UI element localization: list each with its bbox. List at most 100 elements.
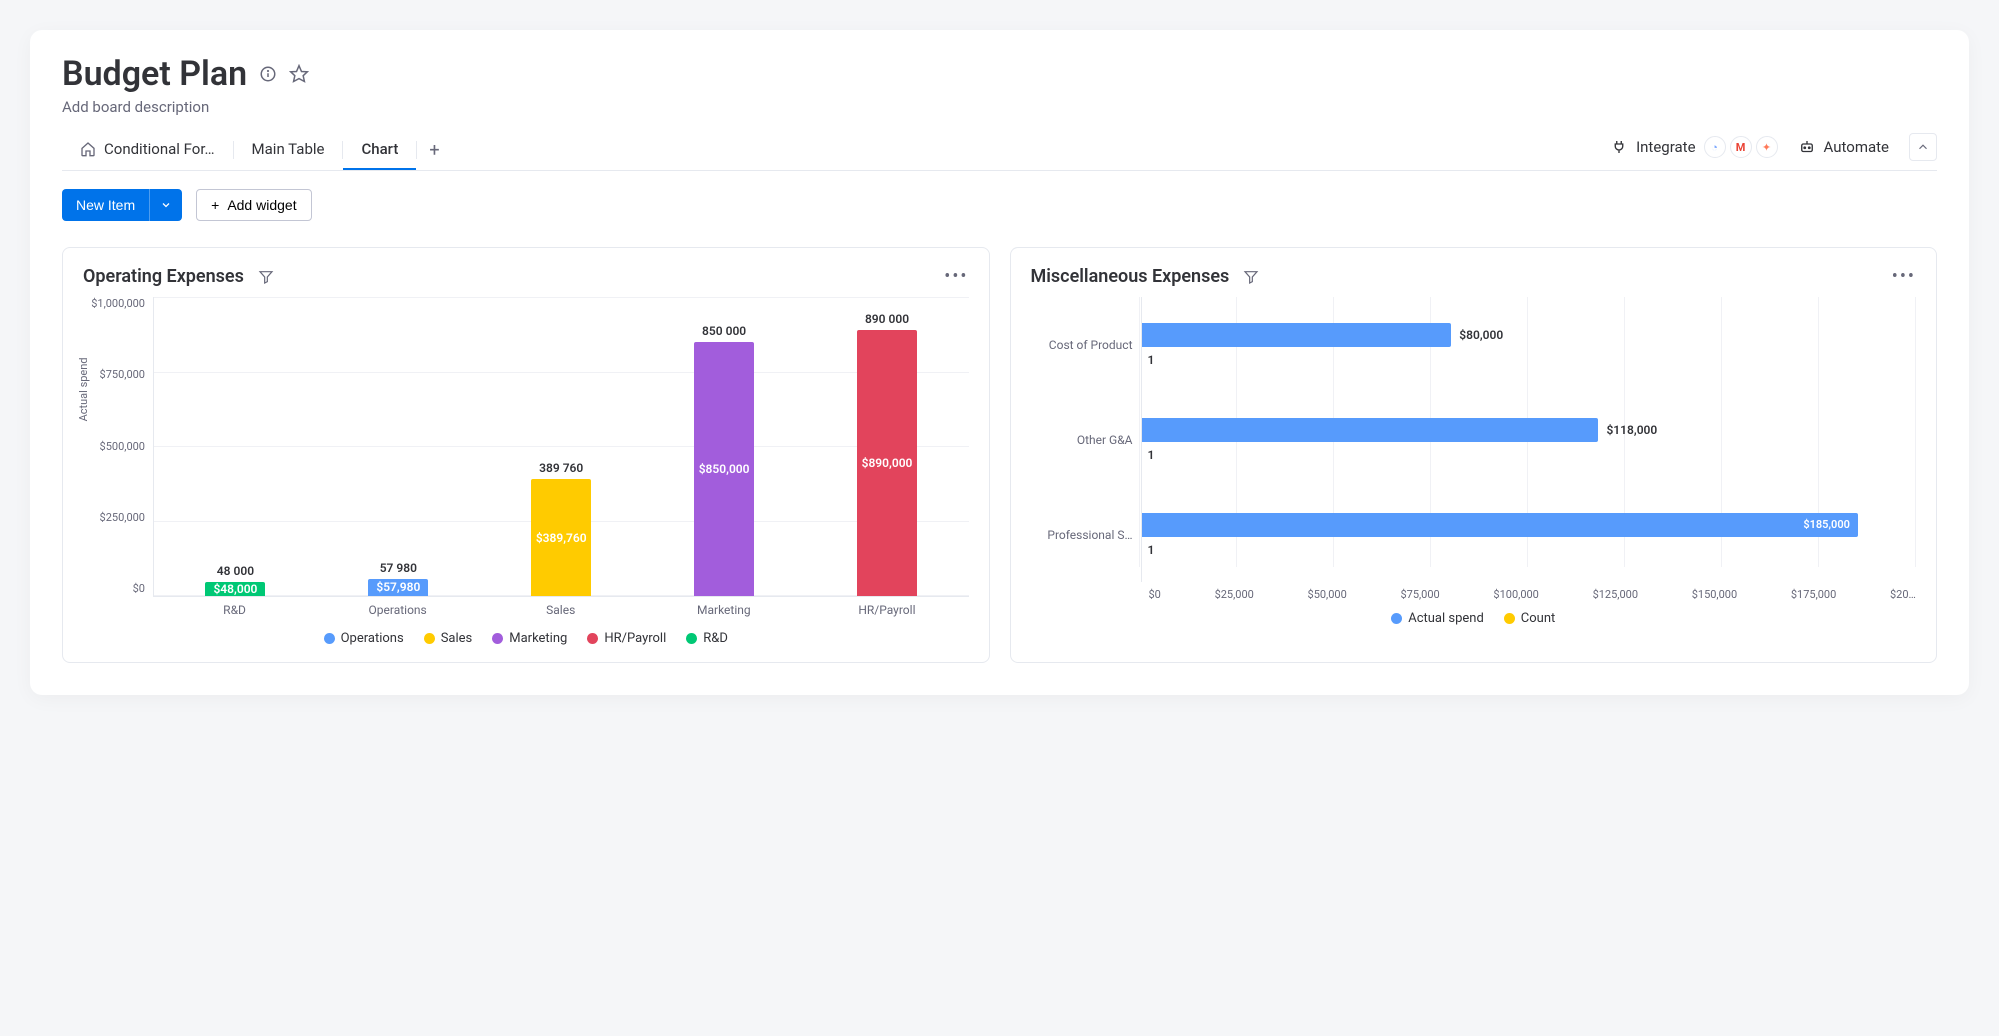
bar[interactable]: $185,000 (1142, 513, 1858, 537)
vertical-bar-chart: Actual spend $1,000,000$750,000$500,000$… (83, 297, 969, 597)
legend-dot (1391, 613, 1402, 624)
x-tick: Operations (358, 603, 438, 617)
home-icon (80, 141, 96, 157)
x-tick: $150,000 (1692, 588, 1737, 601)
legend-label: Actual spend (1408, 611, 1484, 626)
legend-item[interactable]: Operations (324, 631, 404, 646)
bar-top-label: 57 980 (380, 561, 417, 575)
chart-row: Cost of Product$80,0001 (1041, 297, 1917, 392)
tab-main-table[interactable]: Main Table (234, 130, 343, 170)
bar[interactable]: $48,000 (205, 582, 265, 596)
bar-inner-label: $890,000 (862, 456, 913, 470)
legend-dot (324, 633, 335, 644)
info-icon[interactable] (259, 65, 277, 83)
tab-conditional[interactable]: Conditional For… (62, 130, 233, 170)
integrate-button[interactable]: Integrate ◔ M ✦ (1610, 136, 1777, 158)
bar-column: 57 980 $57,980 (358, 297, 438, 596)
new-item-dropdown[interactable] (149, 189, 182, 221)
header-row: Budget Plan (62, 54, 1937, 94)
chart-row: Professional S… $185,000 1 (1041, 487, 1917, 582)
bar-inner-label: $850,000 (699, 462, 750, 476)
bar-column: 389 760$389,760 (521, 297, 601, 596)
row-category-label: Cost of Product (1041, 338, 1141, 352)
collapse-button[interactable] (1909, 133, 1937, 161)
legend-label: R&D (703, 631, 728, 646)
bar-wrap: $80,000 (1142, 323, 1917, 347)
tab-label: Conditional For… (104, 140, 215, 158)
x-tick: $125,000 (1593, 588, 1638, 601)
legend-item[interactable]: R&D (686, 631, 728, 646)
integration-icon-hubspot: ✦ (1756, 136, 1778, 158)
row-category-label: Other G&A (1041, 433, 1141, 447)
bar-column: 48 000 $48,000 (195, 297, 275, 596)
bar[interactable]: $890,000 (857, 330, 917, 596)
toolbar: New Item + Add widget (62, 189, 1937, 221)
star-icon[interactable] (289, 64, 309, 84)
add-widget-label: Add widget (227, 197, 296, 213)
legend-item[interactable]: HR/Payroll (587, 631, 666, 646)
new-item-button[interactable]: New Item (62, 189, 149, 221)
bar[interactable]: $850,000 (694, 342, 754, 596)
card-header: Operating Expenses ••• (83, 266, 969, 287)
tab-chart[interactable]: Chart (343, 130, 416, 170)
chart-row: Other G&A$118,0001 (1041, 392, 1917, 487)
legend-dot (492, 633, 503, 644)
bar-column: 850 000 $850,000 (684, 297, 764, 596)
charts-area: Operating Expenses ••• Actual spend $1,0… (62, 247, 1937, 663)
card-menu-button[interactable]: ••• (1892, 266, 1916, 287)
board-description[interactable]: Add board description (62, 98, 1937, 116)
bar[interactable] (1142, 323, 1452, 347)
automate-button[interactable]: Automate (1798, 138, 1889, 156)
bar-inner-label: $389,760 (536, 531, 587, 545)
board-container: Budget Plan Add board description Condit… (30, 30, 1969, 695)
bar[interactable]: $389,760 (531, 479, 591, 596)
x-tick: Marketing (684, 603, 764, 617)
row-count: 1 (1142, 448, 1917, 462)
legend-label: Sales (441, 631, 473, 646)
x-tick: R&D (195, 603, 275, 617)
filter-icon[interactable] (258, 269, 274, 285)
legend-item[interactable]: Count (1504, 611, 1555, 626)
x-tick: $100,000 (1493, 588, 1538, 601)
add-widget-button[interactable]: + Add widget (196, 189, 311, 221)
bar-top-label: 850 000 (702, 324, 746, 338)
legend-item[interactable]: Actual spend (1391, 611, 1484, 626)
operating-expenses-card: Operating Expenses ••• Actual spend $1,0… (62, 247, 990, 663)
filter-icon[interactable] (1243, 269, 1259, 285)
x-tick: $0 (1149, 588, 1161, 601)
tab-label: Chart (361, 140, 398, 158)
automate-label: Automate (1824, 138, 1889, 156)
card-title: Operating Expenses (83, 266, 244, 287)
row-count: 1 (1142, 543, 1917, 557)
card-menu-button[interactable]: ••• (944, 266, 968, 287)
y-tick: $0 (133, 582, 145, 595)
plug-icon (1610, 138, 1628, 156)
x-tick: $20… (1890, 588, 1916, 601)
bar[interactable]: $57,980 (368, 579, 428, 596)
integration-icon-1: ◔ (1704, 136, 1726, 158)
legend-label: Operations (341, 631, 404, 646)
add-tab-button[interactable]: + (417, 134, 451, 167)
y-tick: $750,000 (100, 368, 145, 381)
chart-legend: Actual spend Count (1031, 611, 1917, 626)
bar-top-label: 48 000 (217, 564, 254, 578)
row-bars: $185,000 1 (1141, 487, 1917, 582)
bar[interactable] (1142, 418, 1599, 442)
row-category-label: Professional S… (1041, 528, 1141, 542)
new-item-group: New Item (62, 189, 182, 221)
legend-item[interactable]: Sales (424, 631, 473, 646)
bar-inner-label: $57,980 (376, 580, 420, 594)
legend-label: HR/Payroll (604, 631, 666, 646)
bar-value-label: $185,000 (1803, 518, 1850, 531)
x-axis-labels: R&DOperationsSalesMarketingHR/Payroll (153, 603, 969, 617)
legend-dot (587, 633, 598, 644)
legend-item[interactable]: Marketing (492, 631, 567, 646)
legend-label: Marketing (509, 631, 567, 646)
y-axis-ticks: $1,000,000$750,000$500,000$250,000$0 (83, 297, 153, 597)
horizontal-bar-chart: Cost of Product$80,0001Other G&A$118,000… (1031, 297, 1917, 597)
legend-label: Count (1521, 611, 1555, 626)
legend-dot (424, 633, 435, 644)
x-tick: Sales (521, 603, 601, 617)
misc-expenses-card: Miscellaneous Expenses ••• Cost of Produ… (1010, 247, 1938, 663)
robot-icon (1798, 138, 1816, 156)
